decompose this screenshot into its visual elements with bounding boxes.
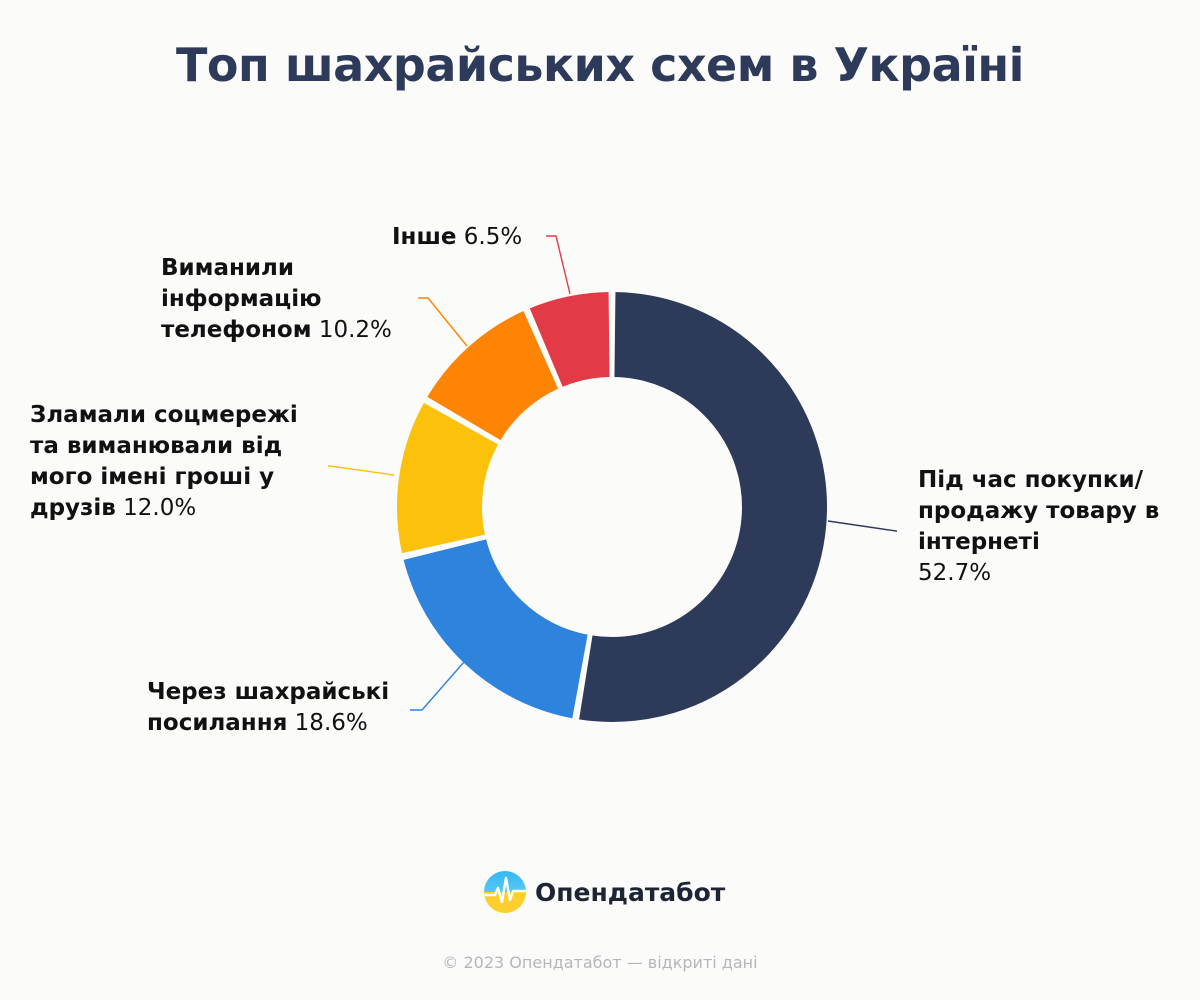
slice-label-value: 52.7% (918, 560, 992, 586)
slice-label-name: Під час покупки/продажу товару в інтерне… (918, 467, 1160, 555)
donut-slice-1[interactable] (576, 290, 829, 724)
slice-label-value: 10.2% (318, 317, 392, 343)
leader-line-5 (546, 235, 571, 295)
chart-title: Топ шахрайських схем в Україні (176, 38, 1024, 92)
footer-copyright: © 2023 Опендатабот — відкриті дані (442, 953, 758, 972)
slice-label-2: Через шахрайські посилання 18.6% (147, 677, 409, 739)
leader-line-1 (827, 520, 897, 532)
slice-label-value: 6.5% (463, 224, 523, 250)
slice-label-value: 18.6% (294, 710, 368, 736)
slice-label-name: Виманили інформацію телефоном (161, 255, 322, 343)
slice-label-name: Зламали соцмережі та виманювали від мого… (30, 402, 298, 521)
slice-label-3: Зламали соцмережі та виманювали від мого… (30, 400, 320, 524)
leader-line-4 (418, 297, 468, 347)
slice-label-1: Під час покупки/продажу товару в інтерне… (918, 465, 1178, 589)
brand[interactable]: Опендатабот (483, 869, 725, 915)
donut-slice-5[interactable] (527, 290, 612, 390)
donut-slice-3[interactable] (395, 400, 501, 556)
opendatabot-logo-icon (484, 871, 526, 913)
slice-label-name: Інше (392, 224, 457, 250)
slice-label-value: 12.0% (123, 495, 197, 521)
donut-slice-4[interactable] (424, 308, 561, 443)
slice-label-name: Через шахрайські посилання (147, 679, 390, 736)
donut-slice-2[interactable] (401, 537, 590, 721)
leader-line-2 (410, 661, 465, 711)
leader-line-3 (328, 465, 395, 476)
slice-label-4: Виманили інформацію телефоном 10.2% (161, 253, 416, 346)
brand-name: Опендатабот (535, 877, 726, 907)
slice-label-5: Інше 6.5% (392, 222, 552, 253)
